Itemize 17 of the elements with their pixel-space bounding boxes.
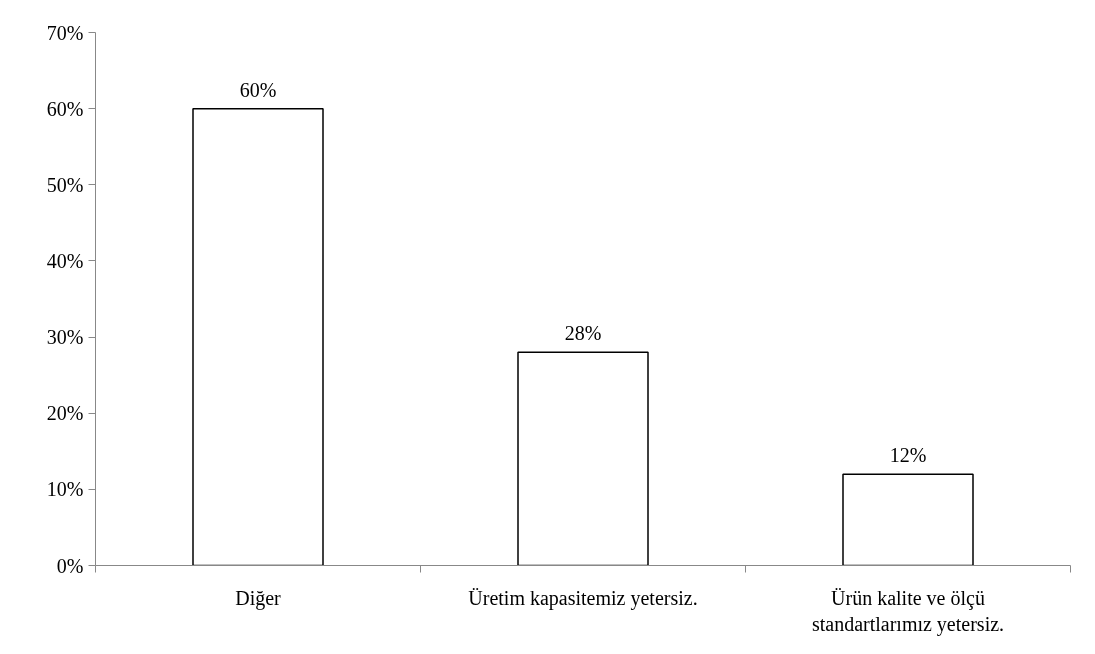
y-tick-label: 70%: [46, 21, 84, 44]
bar: [842, 473, 974, 566]
data-label: 12%: [889, 444, 927, 467]
x-tick-label: Diğer: [235, 586, 282, 610]
x-tick-label: Ürün kalite ve ölçü standartlarımız yetersiz.: [811, 586, 1005, 636]
data-label: 60%: [239, 78, 277, 101]
y-tick-label: 30%: [46, 326, 84, 349]
y-tick-label: 50%: [46, 173, 84, 196]
y-tick-label: 10%: [46, 478, 84, 501]
y-tick-label: 40%: [46, 249, 84, 272]
y-tick-label: 60%: [46, 97, 84, 120]
data-label: 28%: [564, 322, 602, 345]
x-tick-label: Üretim kapasitemiz yetersiz.: [468, 586, 698, 610]
y-tick-label: 0%: [56, 554, 84, 577]
y-tick-label: 20%: [46, 402, 84, 425]
bar: [517, 351, 649, 566]
bar: [192, 107, 324, 566]
